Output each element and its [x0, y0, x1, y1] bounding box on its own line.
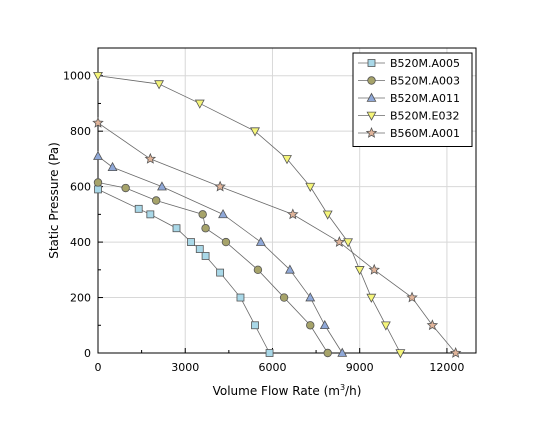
data-point — [93, 178, 103, 187]
data-point — [214, 180, 226, 192]
data-point — [279, 293, 289, 302]
series — [92, 71, 462, 359]
data-point — [146, 210, 155, 219]
series-line — [97, 75, 401, 354]
series-line — [97, 182, 329, 354]
series-0 — [94, 185, 274, 357]
legend-item-1: B520M.A003 — [358, 75, 460, 88]
x-axis-title-superscript: 3 — [340, 383, 345, 392]
x-tick-label: 12000 — [429, 361, 464, 374]
legend-marker — [367, 59, 376, 67]
y-tick-label: 1000 — [63, 70, 91, 83]
legend-marker — [365, 126, 378, 138]
data-point — [92, 116, 104, 128]
legend-label: B520M.E032 — [390, 110, 459, 123]
data-point — [255, 236, 266, 246]
legend: B520M.A005 B520M.A003 B520M.A011 B520M.E032… — [352, 52, 473, 147]
data-point — [216, 268, 225, 277]
data-point — [195, 245, 204, 253]
data-point — [323, 348, 332, 358]
plot-frame — [97, 47, 477, 354]
data-point — [343, 238, 354, 248]
y-tick-label: 600 — [70, 181, 91, 194]
data-point — [251, 321, 259, 330]
x-tick-label: 6000 — [258, 361, 286, 374]
data-point — [337, 347, 348, 357]
data-point — [157, 181, 167, 191]
y-axis-title: Static Pressure (Pa) — [47, 142, 61, 259]
data-point — [253, 265, 263, 275]
x-tick-label: 9000 — [346, 361, 374, 374]
data-point — [282, 155, 292, 165]
series-1 — [93, 178, 332, 358]
data-point — [368, 263, 380, 275]
legend-marker — [366, 92, 377, 102]
legend-marker — [366, 111, 377, 121]
series-3 — [93, 71, 406, 359]
data-point — [250, 127, 260, 137]
data-point — [194, 99, 205, 109]
legend-label: B520M.A003 — [390, 75, 460, 88]
data-point — [426, 319, 439, 331]
series-line — [97, 189, 270, 354]
y-tick-label: 800 — [70, 125, 91, 138]
data-point — [265, 349, 274, 357]
data-point — [107, 161, 118, 172]
x-axis-title-main: Volume Flow Rate (m — [213, 384, 340, 398]
data-point — [201, 224, 210, 233]
x-axis-title: Volume Flow Rate (m3/h) — [213, 383, 362, 398]
data-point — [134, 204, 143, 213]
data-point — [305, 292, 316, 302]
legend-item-4: B560M.A001 — [358, 126, 460, 140]
y-tick-label: 400 — [70, 236, 91, 249]
data-point — [93, 71, 103, 82]
data-point — [366, 293, 377, 303]
data-point — [287, 208, 299, 220]
legend-label: B520M.A005 — [390, 57, 460, 70]
series-2 — [93, 150, 348, 357]
series-4 — [92, 116, 462, 358]
data-point — [151, 196, 161, 205]
legend-marker — [367, 76, 376, 85]
data-point — [406, 291, 418, 303]
data-point — [319, 319, 330, 330]
data-point — [187, 238, 195, 246]
y-tick-label: 200 — [70, 292, 91, 305]
x-tick-label: 0 — [95, 361, 102, 374]
data-point — [154, 80, 165, 90]
legend-label: B560M.A001 — [390, 127, 460, 140]
data-point — [198, 210, 207, 219]
data-point — [333, 236, 346, 247]
legend-item-0: B520M.A005 — [358, 57, 460, 70]
y-tick-label: 0 — [84, 347, 91, 360]
data-point — [395, 349, 406, 359]
data-point — [284, 264, 295, 274]
data-point — [172, 224, 181, 233]
x-axis-title-suffix: /h) — [345, 384, 361, 398]
data-point — [305, 182, 316, 192]
legend-item-2: B520M.A011 — [358, 92, 460, 105]
data-point — [449, 346, 462, 358]
data-point — [322, 210, 333, 220]
data-point — [236, 293, 245, 302]
data-point — [93, 150, 103, 160]
data-point — [218, 209, 228, 219]
data-point — [221, 237, 231, 247]
data-point — [306, 321, 315, 330]
legend-label: B520M.A011 — [390, 92, 460, 105]
data-point — [201, 252, 210, 260]
data-point — [380, 321, 391, 331]
legend-item-3: B520M.E032 — [358, 110, 459, 123]
data-point — [94, 185, 102, 194]
data-point — [144, 152, 157, 164]
ticks: 0 3000 6000 9000 12000 0 200 400 600 800 1000 — [63, 70, 464, 374]
data-point — [121, 183, 130, 193]
x-tick-label: 3000 — [171, 361, 199, 374]
data-point — [354, 266, 365, 276]
